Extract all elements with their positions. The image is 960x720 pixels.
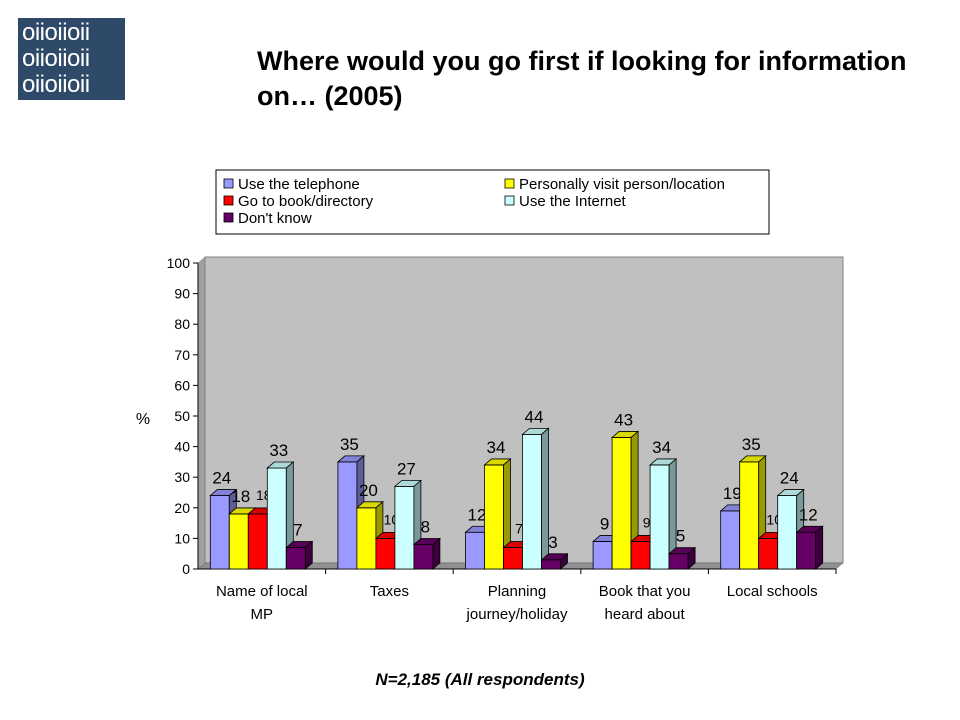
y-tick-label: 30 — [174, 469, 190, 485]
data-label: 35 — [742, 435, 761, 454]
y-axis-label: % — [136, 411, 150, 428]
y-tick-label: 20 — [174, 500, 190, 516]
x-tick-label: Name of local — [216, 583, 308, 600]
y-tick-label: 90 — [174, 286, 190, 302]
bar — [796, 531, 817, 570]
y-tick-label: 60 — [174, 377, 190, 393]
bar — [209, 495, 230, 570]
bar — [522, 433, 542, 570]
bar — [649, 464, 670, 570]
data-label: 33 — [269, 441, 288, 460]
bar — [739, 461, 760, 570]
legend-swatch — [504, 178, 515, 189]
legend-box — [215, 169, 770, 235]
x-tick-label: Planning — [488, 583, 546, 600]
legend-label: Use the telephone — [238, 176, 360, 193]
data-label: 12 — [468, 505, 487, 524]
data-label: 8 — [421, 518, 430, 537]
logo-row: oiioiioii — [22, 71, 90, 98]
x-tick-label: Local schools — [727, 583, 818, 600]
data-label: 24 — [780, 469, 799, 488]
bar — [630, 541, 651, 570]
bar-side — [304, 540, 313, 570]
x-tick-label: Taxes — [370, 583, 409, 600]
data-label: 9 — [643, 514, 651, 530]
x-tick-label: heard about — [605, 606, 686, 623]
bar — [541, 559, 561, 570]
logo-row: oiioiioii — [22, 45, 90, 72]
data-label: 7 — [515, 521, 523, 537]
x-tick-label: Book that you — [599, 583, 691, 600]
legend-swatch — [223, 178, 234, 189]
bar — [503, 547, 523, 570]
data-label: 27 — [397, 459, 416, 478]
data-label: 44 — [525, 407, 544, 426]
legend-label: Go to book/directory — [238, 193, 374, 210]
data-label: 43 — [614, 410, 633, 429]
y-tick-label: 70 — [174, 347, 190, 363]
y-tick-label: 100 — [167, 255, 191, 271]
bar — [285, 547, 306, 570]
bar-side — [815, 525, 824, 570]
bar — [266, 467, 287, 570]
legend-label: Don't know — [238, 210, 312, 227]
data-label: 34 — [652, 438, 671, 457]
y-tick-label: 10 — [174, 530, 190, 546]
legend-swatch — [223, 212, 234, 223]
data-label: 7 — [293, 521, 302, 540]
bar — [484, 464, 504, 570]
y-tick-label: 50 — [174, 408, 190, 424]
data-label: 18 — [231, 487, 250, 506]
bar — [668, 553, 689, 570]
bar-side — [432, 537, 441, 570]
x-tick-label: MP — [251, 606, 274, 623]
bar — [337, 461, 358, 570]
chart-side-wall — [197, 256, 206, 570]
data-label: 35 — [340, 435, 359, 454]
bar-side — [560, 552, 568, 570]
y-tick-label: 0 — [182, 561, 190, 577]
bar — [375, 538, 396, 570]
legend-swatch — [504, 195, 515, 206]
bar-side — [687, 546, 696, 570]
bar — [720, 510, 741, 570]
company-logo: oiioiioii oiioiioii oiioiioii — [18, 18, 125, 100]
legend-swatch — [223, 195, 234, 206]
y-tick-label: 40 — [174, 439, 190, 455]
data-label: 12 — [799, 505, 818, 524]
bar — [465, 531, 485, 570]
data-label: 24 — [212, 469, 231, 488]
x-tick-label: journey/holiday — [466, 606, 568, 623]
bar — [592, 541, 613, 570]
legend-label: Use the Internet — [519, 193, 627, 210]
y-tick-label: 80 — [174, 316, 190, 332]
data-label: 3 — [548, 533, 557, 552]
slide-title: Where would you go first if looking for … — [257, 46, 907, 111]
bar — [228, 513, 249, 570]
bar — [777, 495, 798, 570]
bar — [394, 485, 415, 570]
bar — [413, 544, 434, 570]
bar — [356, 507, 377, 570]
data-label: 20 — [359, 481, 378, 500]
data-label: 19 — [723, 484, 742, 503]
legend-label: Personally visit person/location — [519, 176, 725, 193]
bar — [611, 437, 632, 570]
data-label: 9 — [600, 514, 609, 533]
logo-row: oiioiioii — [22, 19, 90, 46]
bar — [758, 538, 779, 570]
sample-size-footnote: N=2,185 (All respondents) — [375, 670, 585, 689]
data-label: 5 — [676, 527, 685, 546]
data-label: 34 — [487, 438, 506, 457]
bar — [247, 513, 268, 570]
